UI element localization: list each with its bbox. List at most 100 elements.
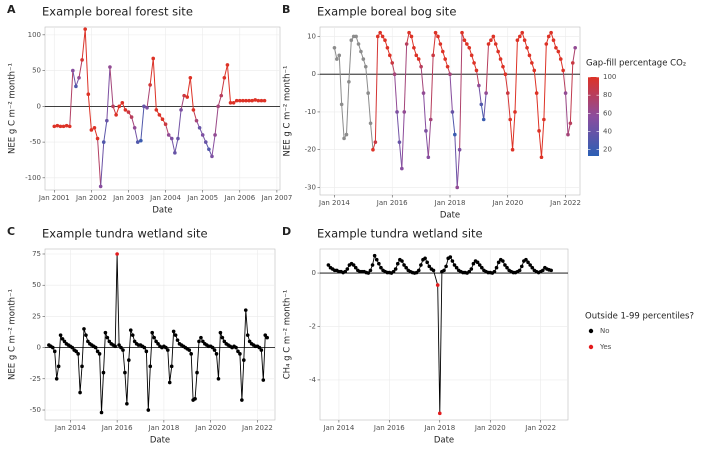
point — [86, 92, 91, 97]
point — [404, 265, 408, 270]
line-segment — [370, 123, 374, 150]
point — [201, 339, 205, 344]
line-segment — [560, 58, 564, 71]
y-tick-label: 0 — [37, 344, 41, 352]
point — [95, 349, 100, 354]
line-segment — [394, 74, 398, 112]
point — [361, 57, 366, 61]
point — [146, 408, 151, 412]
x-tick-label: Jan 2014 — [322, 424, 354, 432]
point — [193, 396, 197, 401]
point — [76, 352, 80, 356]
y-tick-label: 75 — [32, 250, 41, 258]
line-segment — [165, 124, 170, 136]
line-segment — [567, 123, 571, 135]
point — [433, 30, 438, 35]
point — [61, 124, 66, 129]
point — [216, 377, 221, 381]
line-segment — [420, 66, 425, 94]
point — [156, 342, 160, 346]
line-segment — [338, 55, 343, 105]
point — [356, 42, 361, 46]
point — [448, 255, 453, 259]
y-tick-label: 25 — [32, 312, 41, 320]
y-tick-label: 0 — [312, 269, 316, 277]
line-segment — [507, 93, 511, 120]
point — [52, 124, 57, 129]
point — [542, 117, 546, 122]
point — [117, 343, 121, 347]
point — [373, 140, 378, 144]
point — [421, 91, 426, 95]
point — [366, 91, 370, 95]
point — [489, 38, 493, 43]
point — [113, 344, 117, 349]
point — [173, 151, 177, 155]
point — [402, 263, 406, 267]
point — [219, 93, 224, 98]
point — [253, 98, 258, 102]
line-segment — [483, 93, 487, 120]
line-segment — [333, 47, 338, 60]
legend-label: Yes — [599, 343, 612, 351]
point — [349, 38, 354, 43]
x-tick-label: Jan 2004 — [149, 194, 181, 202]
line-segment — [562, 70, 567, 94]
point — [407, 30, 411, 35]
point — [97, 352, 102, 356]
y-axis-title: NEE g C m⁻² month⁻¹ — [283, 66, 293, 157]
point — [220, 335, 225, 340]
point — [425, 260, 429, 265]
point — [128, 328, 133, 332]
point — [561, 68, 565, 73]
point — [486, 42, 491, 46]
line-segment — [459, 32, 463, 150]
colorbar-label: 80 — [603, 91, 612, 99]
point — [129, 115, 134, 119]
line-segment — [480, 104, 485, 120]
line-segment — [140, 106, 145, 141]
y-tick-label: -20 — [305, 146, 316, 154]
line-segment — [425, 130, 429, 158]
point — [169, 364, 174, 369]
point — [519, 264, 524, 269]
point — [442, 268, 446, 273]
point — [125, 401, 129, 406]
point — [474, 68, 479, 73]
point — [518, 34, 522, 39]
line-segment — [514, 40, 518, 112]
panel-label: B — [282, 3, 290, 16]
line-segment — [533, 70, 538, 94]
point — [374, 257, 379, 262]
point — [326, 263, 331, 267]
point — [388, 53, 392, 58]
x-tick-label: Jan 2016 — [101, 424, 133, 432]
point — [526, 260, 530, 265]
point — [84, 333, 88, 337]
point — [457, 147, 462, 152]
point — [200, 133, 205, 137]
point — [64, 123, 69, 128]
point — [213, 133, 217, 137]
point — [82, 327, 86, 331]
line-segment — [177, 109, 182, 139]
line-segment — [478, 85, 482, 105]
y-tick-label: -100 — [25, 174, 41, 182]
x-axis-title: Date — [152, 206, 172, 216]
line-segment — [220, 77, 225, 96]
point — [370, 263, 375, 267]
point — [480, 265, 484, 270]
x-tick-label: Jan 2001 — [38, 194, 70, 202]
line-segment — [454, 134, 458, 188]
line-segment — [403, 43, 408, 112]
point — [546, 34, 551, 39]
point — [117, 104, 122, 109]
point — [368, 268, 373, 273]
point — [83, 27, 87, 31]
line-segment — [109, 66, 114, 107]
point — [142, 104, 146, 109]
point — [163, 122, 168, 127]
point — [86, 339, 90, 344]
point — [427, 264, 432, 269]
point — [245, 333, 250, 337]
